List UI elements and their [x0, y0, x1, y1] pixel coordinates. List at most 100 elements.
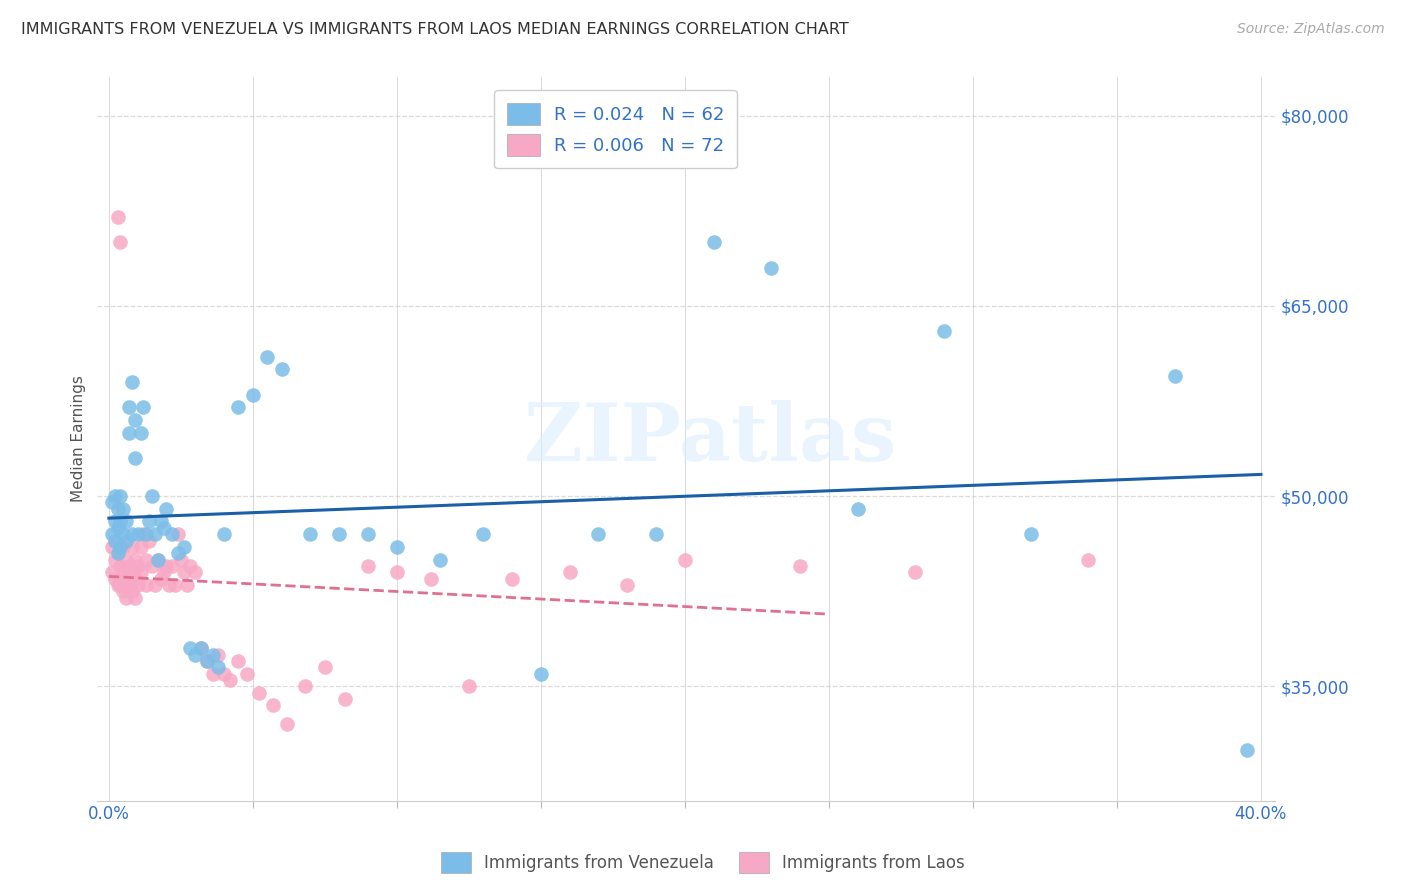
Point: [138, 515, 160, 529]
Point: [104, 489, 127, 503]
Point: [115, 572, 138, 586]
Point: [472, 527, 495, 541]
Point: [112, 540, 135, 554]
Point: [157, 578, 180, 592]
Point: [104, 552, 127, 566]
Point: [184, 648, 207, 662]
Point: [107, 521, 129, 535]
Point: [104, 515, 127, 529]
Point: [149, 515, 172, 529]
Legend: R = 0.024   N = 62, R = 0.006   N = 72: R = 0.024 N = 62, R = 0.006 N = 72: [495, 90, 737, 169]
Point: [201, 648, 224, 662]
Point: [112, 527, 135, 541]
Point: [170, 552, 193, 566]
Point: [107, 546, 129, 560]
Point: [146, 552, 169, 566]
Point: [294, 680, 316, 694]
Point: [110, 578, 132, 592]
Point: [110, 515, 132, 529]
Point: [207, 648, 229, 662]
Point: [228, 654, 250, 668]
Point: [167, 527, 190, 541]
Text: IMMIGRANTS FROM VENEZUELA VS IMMIGRANTS FROM LAOS MEDIAN EARNINGS CORRELATION CH: IMMIGRANTS FROM VENEZUELA VS IMMIGRANTS …: [21, 22, 849, 37]
Point: [104, 572, 127, 586]
Point: [152, 521, 174, 535]
Point: [110, 540, 132, 554]
Point: [247, 686, 270, 700]
Point: [110, 558, 132, 573]
Point: [385, 566, 408, 580]
Point: [127, 527, 149, 541]
Legend: Immigrants from Venezuela, Immigrants from Laos: Immigrants from Venezuela, Immigrants fr…: [434, 846, 972, 880]
Point: [789, 558, 811, 573]
Point: [190, 641, 212, 656]
Point: [1019, 527, 1042, 541]
Point: [673, 552, 696, 566]
Point: [104, 533, 127, 548]
Point: [135, 578, 157, 592]
Point: [127, 578, 149, 592]
Point: [121, 527, 143, 541]
Point: [176, 578, 198, 592]
Point: [118, 425, 141, 440]
Point: [124, 413, 146, 427]
Point: [558, 566, 581, 580]
Point: [124, 591, 146, 605]
Point: [530, 666, 553, 681]
Point: [138, 533, 160, 548]
Point: [107, 578, 129, 592]
Point: [129, 425, 152, 440]
Point: [135, 527, 157, 541]
Point: [212, 527, 235, 541]
Point: [212, 666, 235, 681]
Point: [228, 401, 250, 415]
Point: [112, 584, 135, 599]
Point: [179, 558, 201, 573]
Point: [132, 527, 155, 541]
Point: [195, 654, 218, 668]
Point: [100, 495, 122, 509]
Point: [904, 566, 927, 580]
Point: [155, 558, 177, 573]
Point: [115, 552, 138, 566]
Text: ZIPatlas: ZIPatlas: [524, 400, 896, 478]
Point: [143, 527, 166, 541]
Point: [457, 680, 479, 694]
Y-axis label: Median Earnings: Median Earnings: [72, 376, 86, 502]
Point: [146, 552, 169, 566]
Point: [242, 387, 264, 401]
Point: [276, 717, 298, 731]
Point: [616, 578, 638, 592]
Point: [1077, 552, 1099, 566]
Point: [110, 489, 132, 503]
Point: [328, 527, 350, 541]
Point: [121, 584, 143, 599]
Point: [107, 210, 129, 224]
Point: [190, 641, 212, 656]
Point: [100, 540, 122, 554]
Point: [107, 501, 129, 516]
Point: [173, 540, 195, 554]
Point: [236, 666, 259, 681]
Point: [115, 533, 138, 548]
Point: [129, 566, 152, 580]
Point: [184, 566, 207, 580]
Point: [357, 527, 380, 541]
Point: [256, 350, 278, 364]
Point: [1236, 743, 1258, 757]
Point: [118, 558, 141, 573]
Point: [162, 527, 184, 541]
Point: [385, 540, 408, 554]
Point: [115, 515, 138, 529]
Point: [121, 375, 143, 389]
Point: [167, 546, 190, 560]
Point: [218, 673, 240, 687]
Point: [173, 566, 195, 580]
Point: [162, 558, 184, 573]
Point: [115, 591, 138, 605]
Point: [135, 552, 157, 566]
Point: [299, 527, 322, 541]
Point: [846, 501, 869, 516]
Point: [1163, 368, 1185, 383]
Point: [124, 552, 146, 566]
